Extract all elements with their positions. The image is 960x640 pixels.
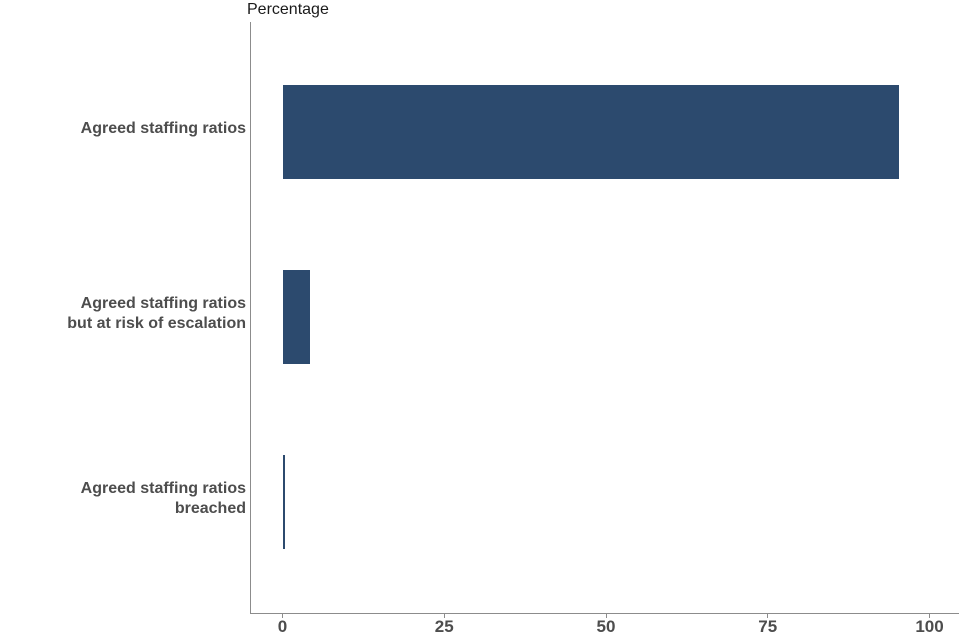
x-tick-mark [443, 614, 445, 618]
category-label: Agreed staffing ratios but at risk of esc… [0, 294, 246, 334]
x-tick-mark [605, 614, 607, 618]
category-label-line: Agreed staffing ratios [80, 480, 246, 497]
category-label-line: breached [174, 500, 246, 517]
bar [282, 455, 286, 549]
x-tick-label: 100 [915, 617, 944, 636]
chart-title: Percentage [247, 1, 329, 18]
category-label-line: Agreed staffing ratios [80, 295, 246, 312]
x-tick-label: 0 [277, 617, 288, 636]
bar [282, 270, 311, 364]
x-tick-label: 75 [758, 617, 778, 636]
x-tick-mark [929, 614, 930, 618]
x-tick-mark [282, 614, 283, 618]
category-label-line: but at risk of escalation [67, 315, 246, 332]
bar [282, 85, 900, 179]
category-label: Agreed staffing ratios [0, 119, 246, 139]
x-tick-label: 25 [434, 617, 454, 636]
category-label-line: Agreed staffing ratios [80, 120, 246, 137]
plot-area [250, 22, 959, 614]
category-label: Agreed staffing ratios breached [0, 479, 246, 519]
x-tick-label: 50 [596, 617, 616, 636]
x-tick-mark [767, 614, 769, 618]
